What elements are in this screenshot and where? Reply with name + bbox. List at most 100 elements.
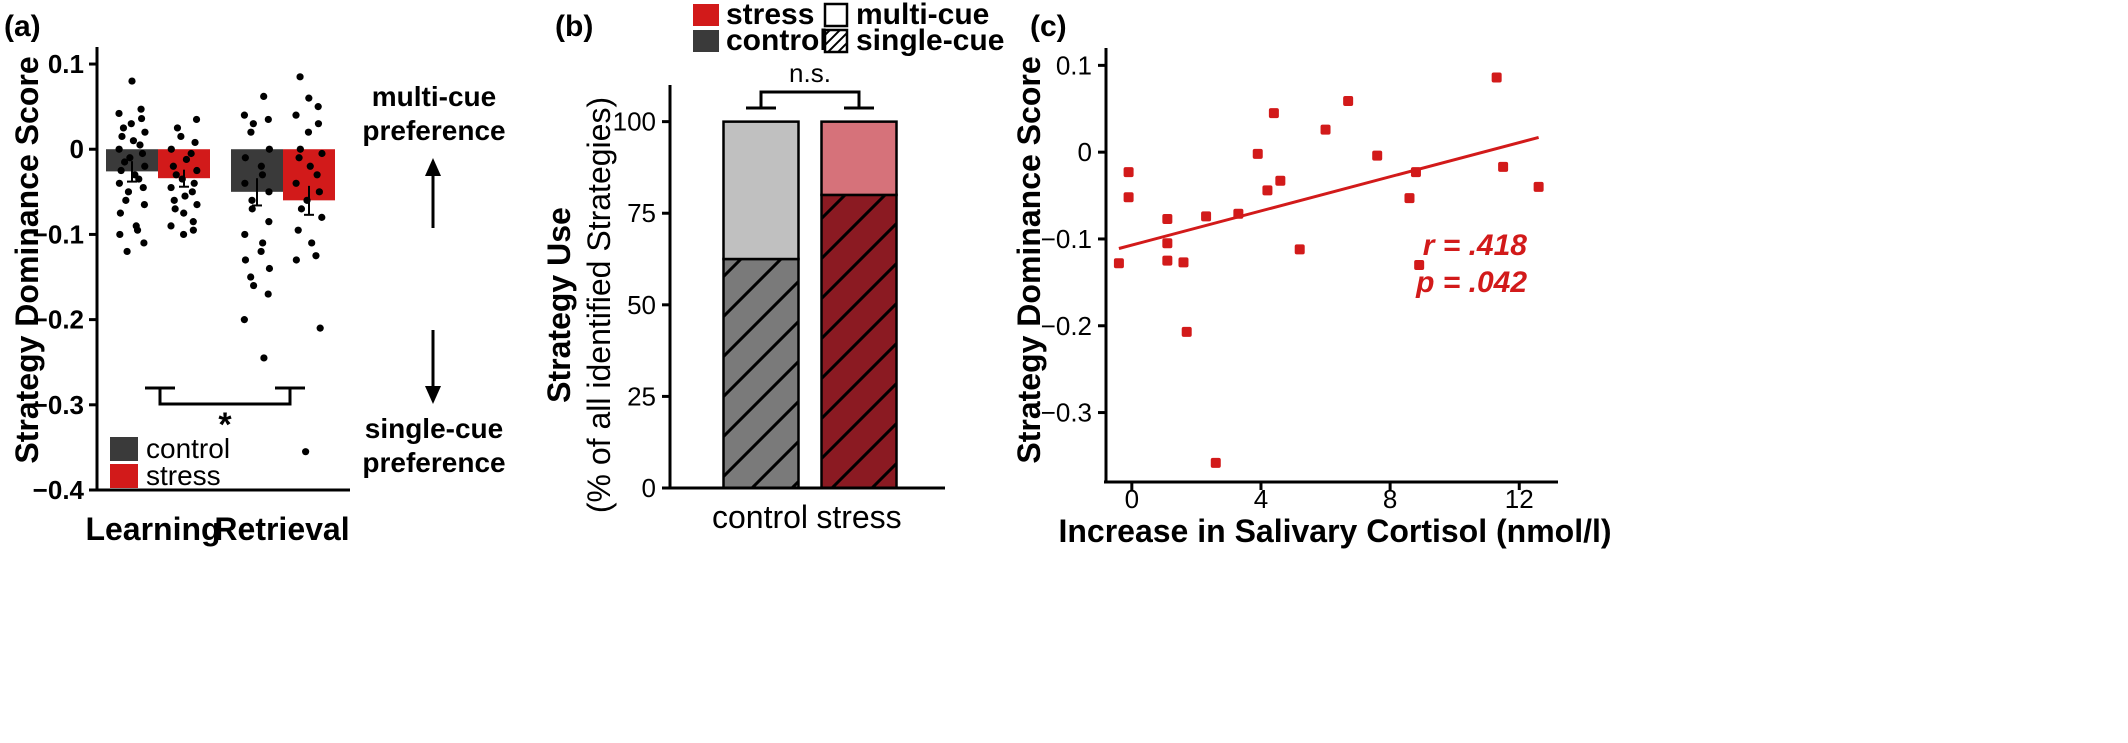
panel-c-data-point [1181,326,1192,337]
panel-a-data-point [305,94,313,102]
panel-b-y-tick-label: 0 [642,473,656,503]
panel-a-data-point [190,179,198,187]
panel-a-y-tick-label: 0.1 [48,49,84,79]
panel-a-data-point [318,149,326,158]
panel-a-data-point [179,230,188,239]
panel-b-y-tick-label: 75 [627,198,656,228]
panel-a-data-point [296,145,304,153]
panel-a-data-point [240,316,248,324]
panel-a-y-tick-label: −0.1 [33,219,84,249]
panel-c-x-tick-label: 4 [1254,484,1268,514]
panel-a-data-point [292,179,300,187]
panel-c-data-point [1268,108,1279,119]
panel-a-y-tick-label: −0.2 [33,305,84,335]
panel-a-data-point [118,132,126,141]
panel-a-points [115,73,326,456]
panel-a-data-point [140,239,148,247]
panel-a-data-point [240,111,249,119]
panel-a-data-point [178,175,186,183]
panel-a-data-point [180,209,188,217]
panel-a: (a) Strategy Dominance Score 0.1 0 −0.1 −0.… [4,10,506,547]
panel-a-data-point [115,145,123,153]
panel-a-data-point [292,256,300,264]
panel-a-arrow-up-head [425,158,441,176]
panel-a-y-ticks: 0.1 0 −0.1 −0.2 −0.3 −0.4 [33,49,97,505]
panel-b-legend-single-cue-swatch [823,28,849,54]
panel-b-bar-stress-single-cue [820,193,898,490]
panel-c-stat-r: r = .418 [1423,229,1528,262]
panel-a-data-point [247,128,255,136]
panel-c-data-point [1275,175,1286,186]
panel-a-data-point [247,273,255,281]
panel-b-y-axis-title-line1: Strategy Use [541,207,577,403]
panel-c-y-tick-label: 0 [1078,137,1092,167]
panel-a-legend-control-swatch [110,437,138,461]
panel-a-data-point [126,154,134,162]
panel-a-data-point [129,137,138,145]
panel-a-data-point [264,290,272,298]
panel-a-y-tick-label: −0.3 [33,390,84,420]
panel-a-data-point [249,281,258,290]
panel-a-data-point [182,155,191,164]
panel-b-bar-control-multi-cue [722,120,800,261]
panel-a-data-point [260,354,268,362]
panel-a-data-point [192,115,201,124]
panel-c-x-ticks: 0 4 8 12 [1125,482,1534,514]
panel-a-data-point [318,213,326,221]
panel-a-data-point [120,158,129,166]
panel-c-data-point [1491,72,1502,83]
panel-a-data-point [314,103,322,111]
panel-a-data-point [302,448,310,456]
panel-a-data-point [115,179,123,187]
panel-a-data-point [241,256,250,264]
panel-c-data-point [1498,161,1509,172]
panel-a-data-point [315,188,323,196]
panel-a-data-point [122,196,130,204]
panel-a-data-point [119,124,128,132]
panel-a-legend-stress-swatch [110,464,138,488]
panel-b-bar-control-single-cue [722,257,800,490]
panel-a-data-point [248,196,256,204]
panel-c-data-point [1162,238,1173,249]
panel-a-data-point [265,145,273,153]
panel-a-data-point [303,196,311,204]
panel-b-significance-bracket [746,90,874,110]
panel-a-data-point [257,247,265,256]
panel-a-data-point [133,226,142,234]
panel-b-bar-stress-multi-cue [820,120,898,197]
panel-a-x-tick-learning: Learning [85,511,220,547]
panel-b-legend-stress-label: stress [726,0,814,31]
panel-b-label: (b) [555,10,593,43]
panel-c-regression-line [1118,135,1540,250]
panel-a-data-point [191,138,199,147]
panel-b-x-tick-control: control [712,499,808,535]
panel-c-x-axis-title: Increase in Salivary Cortisol (nmol/l) [1058,513,1611,549]
panel-a-data-point [306,162,314,170]
panel-c-data-point [1123,192,1134,203]
panel-c-data-point [1294,244,1305,255]
panel-a-data-point [264,115,272,124]
panel-b-legend-single-cue-label: single-cue [856,24,1004,57]
panel-c-data-point [1343,95,1354,106]
panel-c: (c) Strategy Dominance Score 0.1 0 −0.1 −0.… [1011,10,1612,549]
panel-a-legend-stress-label: stress [146,460,221,491]
panel-b-legend-control-label: control [726,24,828,57]
panel-a-data-point [308,239,316,247]
panel-a-data-point [128,77,136,85]
panel-a-significance-star: * [218,406,232,444]
panel-a-data-point [249,120,257,128]
panel-a-data-point [295,154,303,162]
panel-b-y-tick-label: 50 [627,290,656,320]
panel-a-data-point [312,252,320,260]
panel-b-bars [722,120,898,490]
panel-c-y-tick-label: 0.1 [1056,50,1092,80]
panel-c-data-point [1123,167,1134,178]
panel-a-data-point [177,132,185,141]
panel-a-data-point [296,73,304,81]
panel-a-data-point [193,166,201,175]
panel-b-legend-multi-cue-label: multi-cue [856,0,989,31]
panel-a-data-point [135,175,143,183]
panel-c-data-point [1262,185,1273,196]
panel-a-y-tick-label: 0 [70,134,84,164]
